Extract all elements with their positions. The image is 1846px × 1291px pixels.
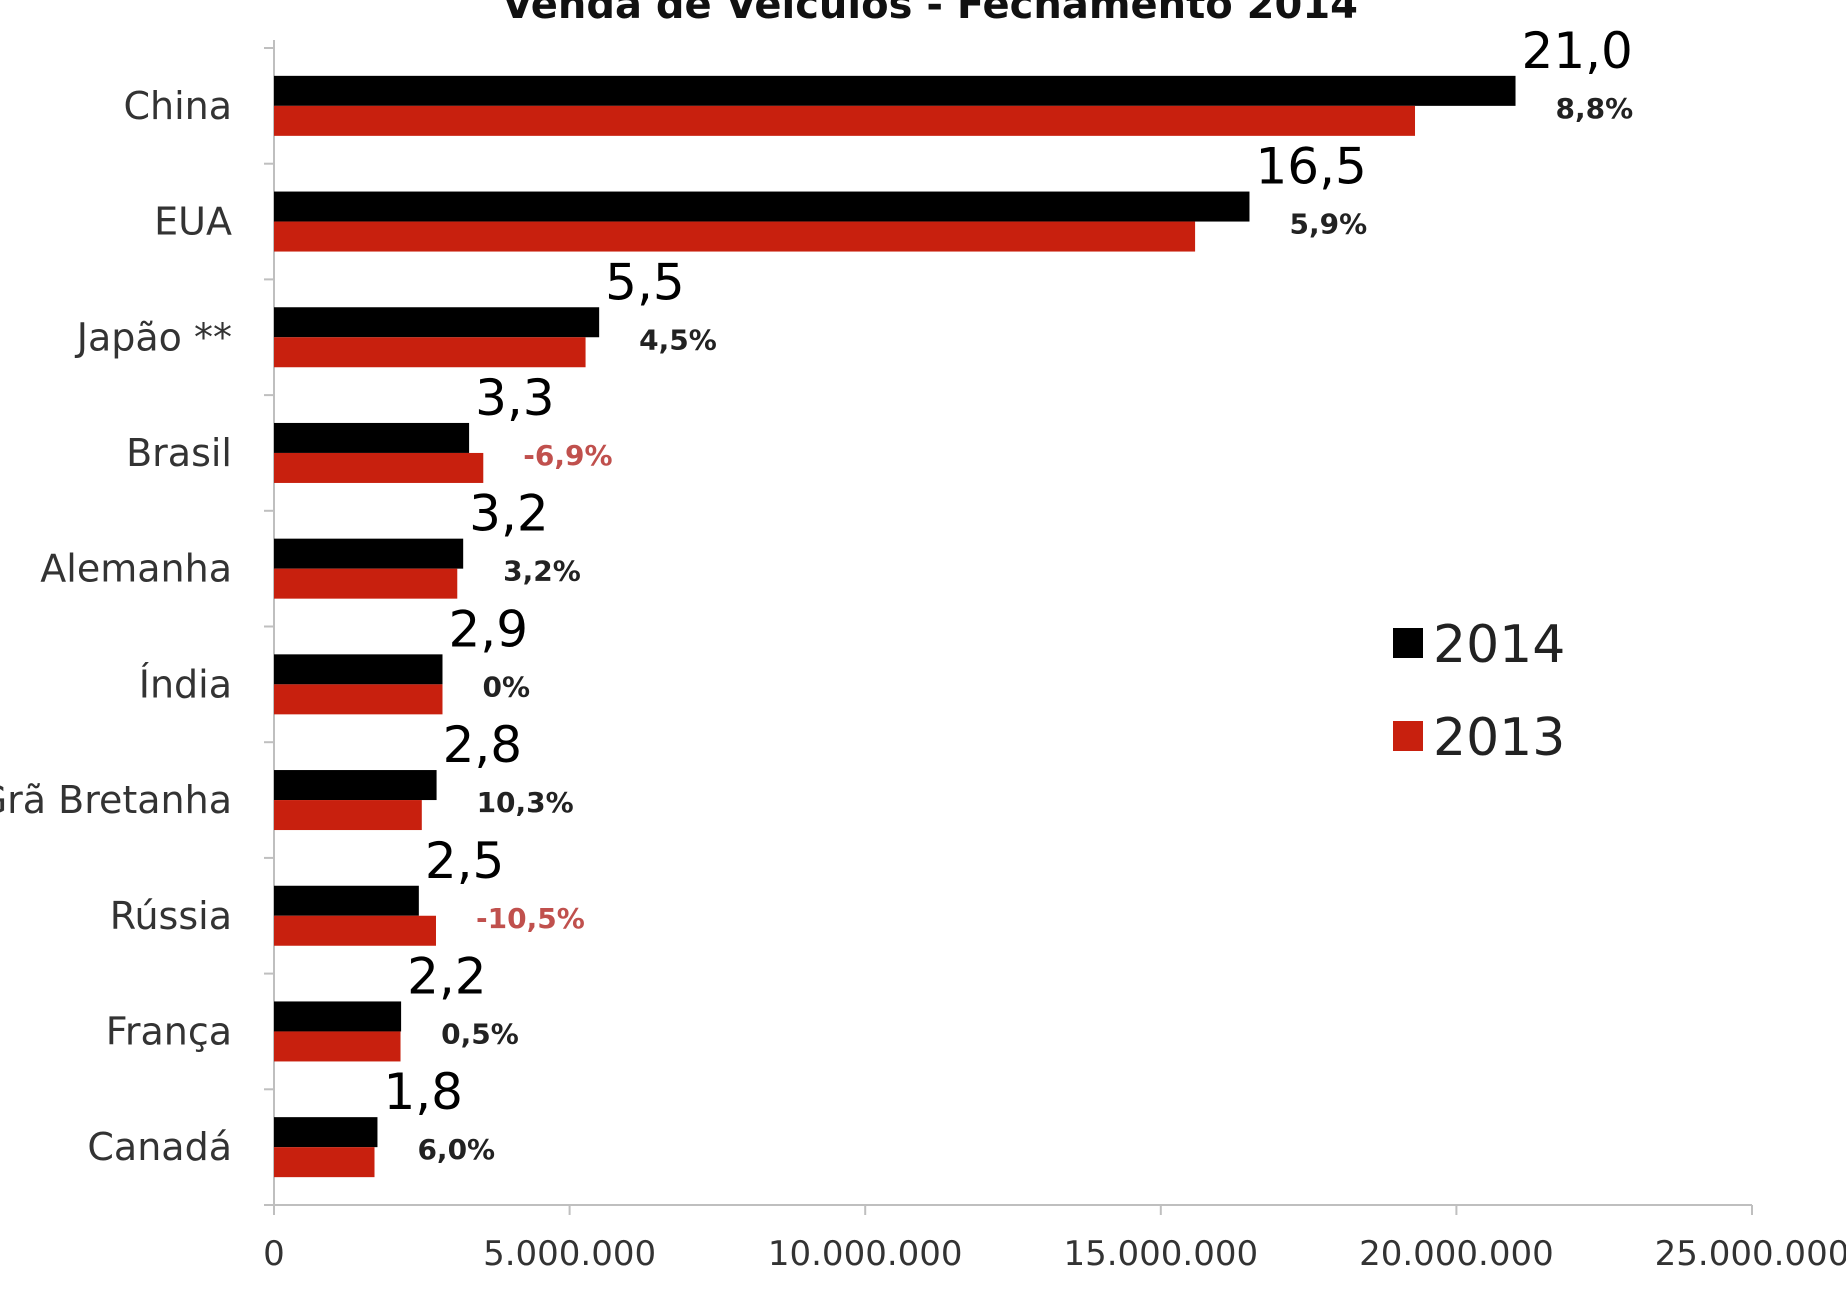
bar-2014 [274, 75, 1516, 106]
value-label: 21,0 [1522, 22, 1633, 80]
bar-2014 [274, 1117, 378, 1148]
bars [274, 75, 1516, 1178]
bar-2013 [274, 337, 586, 368]
bar-2014 [274, 654, 443, 685]
change-label: 6,0% [417, 1133, 495, 1166]
bar-2014 [274, 307, 600, 338]
category-label: Canadá [87, 1125, 232, 1169]
change-label: 10,3% [477, 786, 574, 819]
change-label: 3,2% [503, 555, 581, 588]
category-label: França [106, 1009, 232, 1053]
value-label: 5,5 [605, 253, 685, 311]
labels: China 21,0 8,8% EUA 16,5 5,9% Japão ** 5,5 4,5% B… [0, 22, 1633, 1169]
value-label: 3,3 [475, 369, 555, 427]
category-label: Brasil [126, 431, 232, 475]
x-tick-label: 5.000.000 [483, 1234, 656, 1274]
value-label: 1,8 [383, 1063, 463, 1121]
bar-2013 [274, 684, 443, 715]
bar-2014 [274, 885, 419, 916]
bar-2013 [274, 452, 484, 483]
legend-swatch-2014 [1393, 628, 1423, 658]
x-tick-label: 10.000.000 [768, 1234, 963, 1274]
legend-label: 2013 [1433, 708, 1565, 768]
x-tick-label: 0 [263, 1234, 285, 1274]
bar-2013 [274, 221, 1196, 252]
bar-2013 [274, 568, 458, 599]
bar-2013 [274, 1147, 375, 1178]
category-label: Alemanha [40, 547, 232, 591]
value-label: 3,2 [469, 485, 549, 543]
change-label: 8,8% [1556, 92, 1634, 125]
chart-title: Venda de Veículos - Fechamento 2014 [502, 0, 1358, 28]
bar-2013 [274, 105, 1416, 136]
bar-2014 [274, 538, 464, 569]
legend-swatch-2013 [1393, 721, 1423, 751]
value-label: 2,2 [407, 947, 487, 1005]
value-label: 2,8 [443, 716, 523, 774]
legend-label: 2014 [1433, 615, 1565, 675]
bar-2014 [274, 191, 1250, 222]
category-label: Índia [139, 662, 232, 706]
x-tick-label: 25.000.000 [1655, 1234, 1846, 1274]
x-tick-label: 20.000.000 [1359, 1234, 1554, 1274]
bar-2013 [274, 800, 422, 831]
bar-2014 [274, 1001, 402, 1032]
change-label: -10,5% [476, 902, 585, 935]
change-label: -6,9% [523, 439, 612, 472]
bar-2014 [274, 770, 437, 801]
bar-2013 [274, 1031, 401, 1062]
change-label: 4,5% [639, 323, 717, 356]
category-label: Japão ** [75, 315, 232, 359]
value-label: 2,9 [448, 600, 528, 658]
legend: 2014 2013 [1393, 615, 1565, 768]
category-label: China [123, 84, 232, 128]
change-label: 0,5% [441, 1017, 519, 1050]
bar-2014 [274, 422, 470, 453]
axes: 0 5.000.000 10.000.000 15.000.000 20.000.000… [263, 40, 1846, 1274]
category-label: EUA [154, 200, 232, 244]
change-label: 0% [482, 670, 530, 703]
change-label: 5,9% [1289, 208, 1367, 241]
bar-2013 [274, 915, 436, 946]
category-label: Grã Bretanha [0, 778, 232, 822]
value-label: 2,5 [425, 832, 505, 890]
category-label: Rússia [110, 894, 232, 938]
x-tick-label: 15.000.000 [1063, 1234, 1258, 1274]
value-label: 16,5 [1255, 138, 1366, 196]
